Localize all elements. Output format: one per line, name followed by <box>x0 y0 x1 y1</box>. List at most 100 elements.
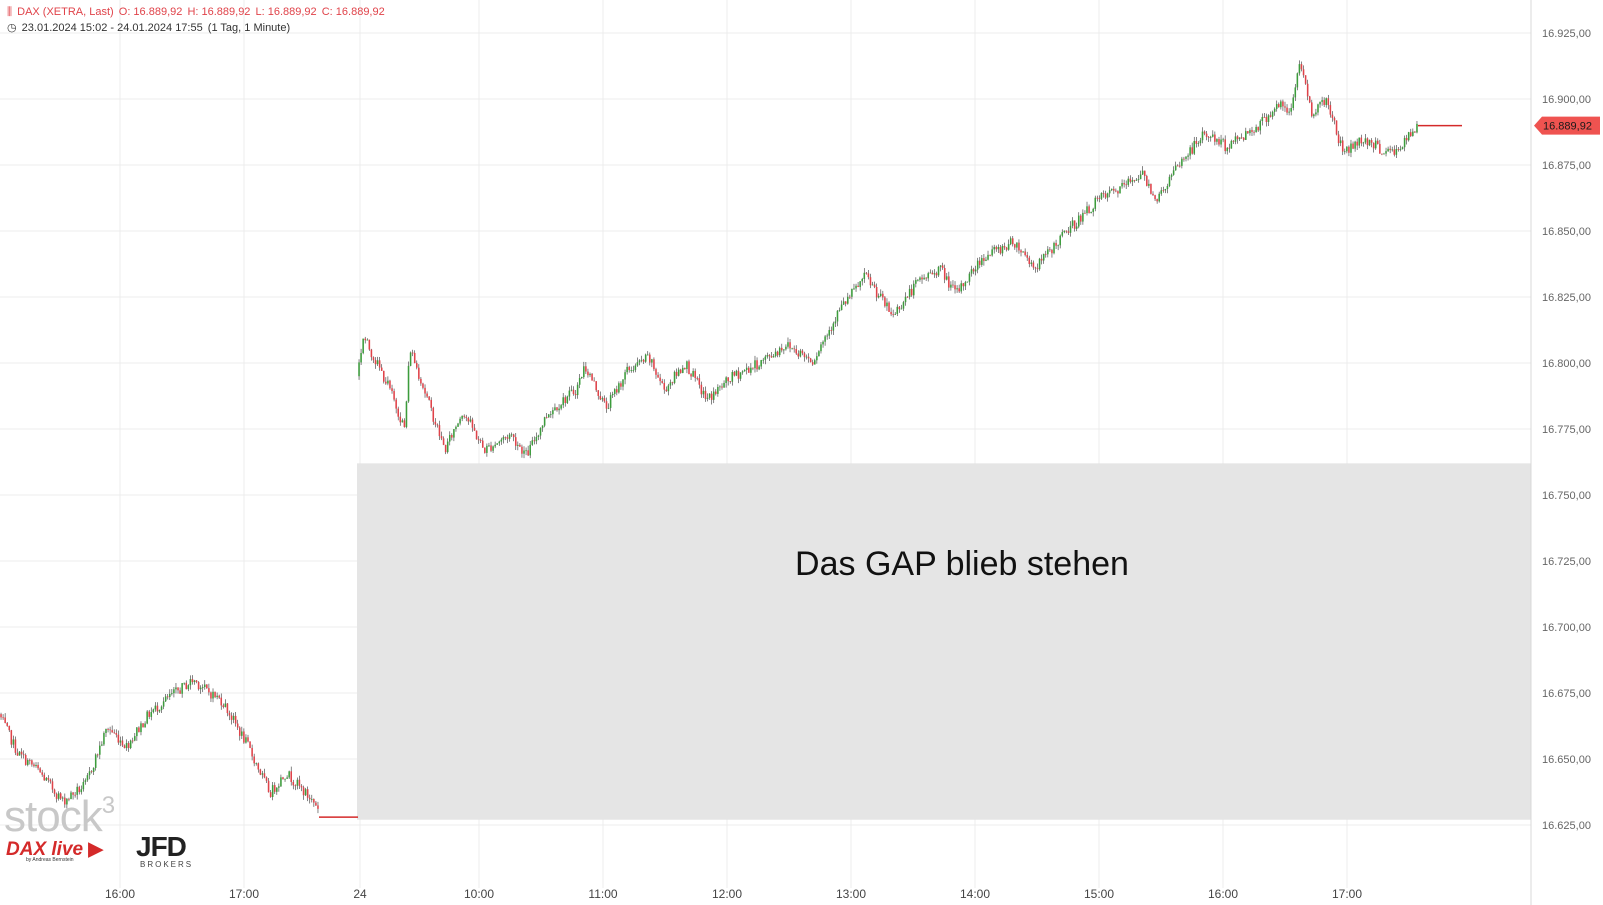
candle <box>372 357 375 361</box>
candle <box>1088 206 1090 213</box>
candle <box>238 727 241 736</box>
candle <box>1315 112 1317 115</box>
candle <box>1228 147 1231 149</box>
candle <box>1313 114 1315 117</box>
candle <box>535 437 538 442</box>
candle <box>929 272 932 274</box>
candle <box>486 445 488 453</box>
y-tick-label: 16.625,00 <box>1542 820 1591 832</box>
candle <box>1084 212 1086 214</box>
candle <box>630 370 633 371</box>
candle <box>1166 186 1169 189</box>
candle <box>828 330 831 336</box>
candle <box>1278 104 1280 108</box>
candle <box>201 687 204 688</box>
candle <box>537 435 540 438</box>
candle <box>1325 98 1328 105</box>
candle <box>622 379 624 387</box>
candle <box>908 288 911 297</box>
y-tick-label: 16.925,00 <box>1542 28 1591 40</box>
candle <box>422 383 424 388</box>
candle <box>570 389 573 391</box>
candle <box>851 288 853 297</box>
candle <box>96 754 99 756</box>
candle <box>595 381 597 391</box>
interval: (1 Tag, 1 Minute) <box>207 22 291 34</box>
candle <box>686 361 688 370</box>
candle <box>401 420 404 423</box>
candle <box>138 727 140 733</box>
candle <box>1222 139 1224 141</box>
candle <box>1220 139 1222 145</box>
candle <box>1298 64 1301 74</box>
candle <box>1414 131 1416 133</box>
candle <box>1263 117 1266 118</box>
candle <box>146 711 148 724</box>
candle <box>1296 73 1299 88</box>
x-tick-label: 13:00 <box>836 887 866 901</box>
y-tick-label: 16.675,00 <box>1542 688 1591 700</box>
candle <box>224 703 227 707</box>
candle <box>760 360 762 367</box>
candle <box>432 407 435 422</box>
date-range: 23.01.2024 15:02 - 24.01.2024 17:55 <box>21 22 203 34</box>
candle <box>1121 183 1123 187</box>
candle <box>6 722 8 726</box>
candle <box>1036 268 1039 270</box>
candle <box>385 381 387 384</box>
candle <box>453 429 455 438</box>
candle <box>1174 165 1177 171</box>
candle <box>1265 117 1268 122</box>
candle <box>1286 107 1288 113</box>
candle <box>628 366 630 371</box>
candle <box>492 446 494 451</box>
candle <box>1377 140 1379 144</box>
candle <box>1106 193 1109 198</box>
candle <box>923 277 925 280</box>
candle <box>66 798 68 805</box>
candle <box>585 366 587 372</box>
candle <box>906 296 909 298</box>
candle <box>809 358 812 363</box>
candle <box>1028 257 1031 264</box>
candle <box>1333 117 1336 121</box>
candle <box>525 450 527 452</box>
candle <box>1191 147 1193 154</box>
candle <box>1102 193 1105 194</box>
candle <box>873 284 876 287</box>
candle <box>684 367 686 370</box>
candle <box>560 405 562 409</box>
candle <box>257 763 260 770</box>
candle <box>1016 242 1018 248</box>
candle <box>663 382 666 390</box>
candle <box>1201 131 1204 141</box>
candle <box>451 435 453 438</box>
candle <box>292 781 295 786</box>
candle <box>387 380 389 384</box>
candle <box>187 685 190 690</box>
candle <box>0 714 2 718</box>
candle <box>1168 176 1171 187</box>
candle <box>220 697 223 706</box>
candle <box>669 382 672 386</box>
candle <box>1360 137 1363 144</box>
candle <box>142 723 144 728</box>
candle <box>675 371 678 376</box>
candle <box>987 254 989 260</box>
candle <box>1207 137 1210 138</box>
candle <box>690 374 692 377</box>
candle <box>1176 165 1179 167</box>
candle <box>1395 148 1398 155</box>
candle <box>778 347 781 356</box>
x-tick-label: 16:00 <box>1208 887 1238 901</box>
range-header: ◷ 23.01.2024 15:02 - 24.01.2024 17:55 (1… <box>7 21 292 34</box>
candle <box>787 342 789 347</box>
candle <box>218 695 220 698</box>
candle <box>1139 174 1142 180</box>
candle <box>14 739 17 753</box>
candle <box>945 276 948 280</box>
candle <box>101 744 103 746</box>
candle <box>226 703 229 714</box>
x-tick-label: 11:00 <box>588 887 617 901</box>
